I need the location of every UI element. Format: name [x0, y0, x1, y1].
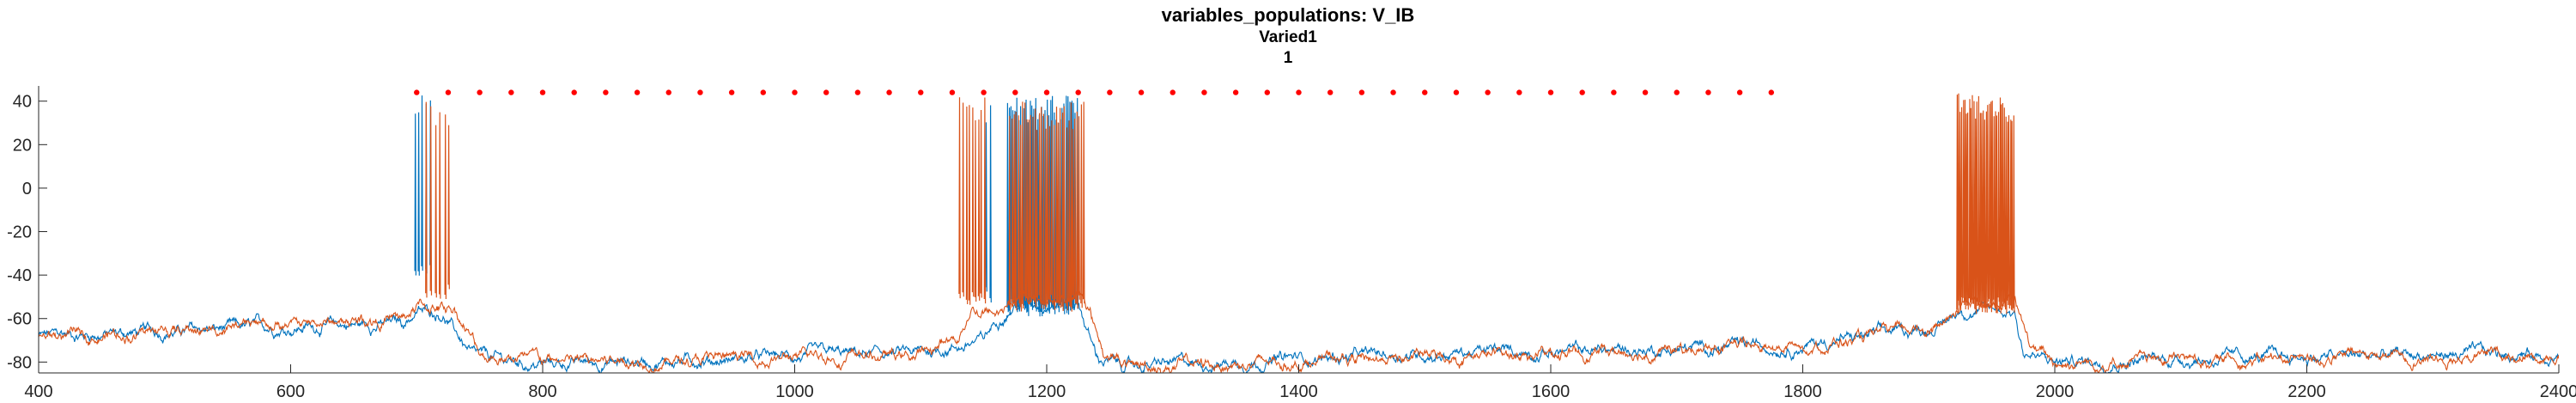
marker-dot	[1107, 89, 1113, 95]
marker-dot	[697, 89, 703, 95]
marker-dot	[1232, 89, 1239, 95]
marker-dot	[634, 89, 641, 95]
marker-dot	[1264, 89, 1271, 95]
marker-dot	[949, 89, 956, 95]
title-block: variables_populations: V_IB Varied1 1	[0, 0, 2576, 69]
series-2-spike-burst-1	[425, 101, 450, 300]
series-2-spike-burst-3	[1008, 101, 1085, 312]
series-2-spike-burst-2	[958, 97, 987, 305]
marker-dot	[918, 89, 924, 95]
marker-dot	[1611, 89, 1617, 95]
marker-dot	[1422, 89, 1428, 95]
marker-dot	[603, 89, 609, 95]
marker-dot	[1358, 89, 1365, 95]
marker-dot	[1453, 89, 1460, 95]
x-tick-label: 1800	[1783, 382, 1822, 401]
y-tick-label: 0	[22, 180, 32, 198]
series-1-spike-burst-1	[414, 95, 432, 276]
y-tick-label: 20	[13, 136, 32, 155]
marker-dot	[477, 89, 483, 95]
marker-dot	[1642, 89, 1649, 95]
chart-title: variables_populations: V_IB	[1161, 4, 1415, 26]
marker-dot	[1296, 89, 1302, 95]
marker-dot	[1201, 89, 1207, 95]
x-tick-label: 1600	[1532, 382, 1571, 401]
marker-dot	[414, 89, 420, 95]
marker-dot	[1674, 89, 1680, 95]
marker-dot	[1705, 89, 1711, 95]
marker-dot	[728, 89, 735, 95]
y-tick-label: 40	[13, 93, 32, 112]
marker-dot	[539, 89, 546, 95]
marker-dot	[1547, 89, 1554, 95]
marker-dot	[445, 89, 452, 95]
x-tick-label: 2400	[2540, 382, 2576, 401]
series-1-spike-burst-2	[985, 105, 992, 303]
y-tick-label: -40	[7, 266, 32, 285]
x-tick-label: 2200	[2287, 382, 2326, 401]
axes: 400 600 800 1000 1200 1400 1600 1800 2000 2200 240…	[7, 86, 2576, 401]
y-tick-label: -80	[7, 353, 32, 372]
marker-dot	[508, 89, 514, 95]
marker-dot	[1768, 89, 1775, 95]
marker-dot	[886, 89, 892, 95]
y-tick-label: -60	[7, 310, 32, 329]
marker-dot	[571, 89, 577, 95]
marker-dot	[854, 89, 861, 95]
marker-dot	[1170, 89, 1176, 95]
marker-dot	[1043, 89, 1050, 95]
x-tick-label: 1400	[1279, 382, 1318, 401]
marker-dot	[1075, 89, 1081, 95]
chart-subtitle-varied: Varied1	[1259, 28, 1317, 46]
chart-subtitle-index: 1	[1283, 49, 1293, 67]
marker-dot	[1516, 89, 1522, 95]
x-tick-label: 2000	[2036, 382, 2075, 401]
marker-dot	[760, 89, 767, 95]
marker-dot	[665, 89, 671, 95]
marker-dot	[1390, 89, 1396, 95]
marker-dot	[1138, 89, 1145, 95]
y-tick-label: -20	[7, 223, 32, 242]
marker-dot	[1485, 89, 1491, 95]
series-2-spike-burst-4	[1956, 93, 2015, 314]
marker-dot	[1327, 89, 1334, 95]
x-tick-label: 800	[528, 382, 556, 401]
series-1-trace	[39, 296, 2559, 373]
marker-dot	[981, 89, 987, 95]
x-tick-label: 600	[276, 382, 305, 401]
marker-dot	[1012, 89, 1018, 95]
marker-dot	[792, 89, 798, 95]
x-tick-label: 1000	[775, 382, 814, 401]
x-tick-label: 400	[24, 382, 52, 401]
x-tick-label: 1200	[1028, 382, 1066, 401]
marker-dot	[1579, 89, 1585, 95]
marker-dot	[1736, 89, 1743, 95]
marker-dot	[823, 89, 829, 95]
